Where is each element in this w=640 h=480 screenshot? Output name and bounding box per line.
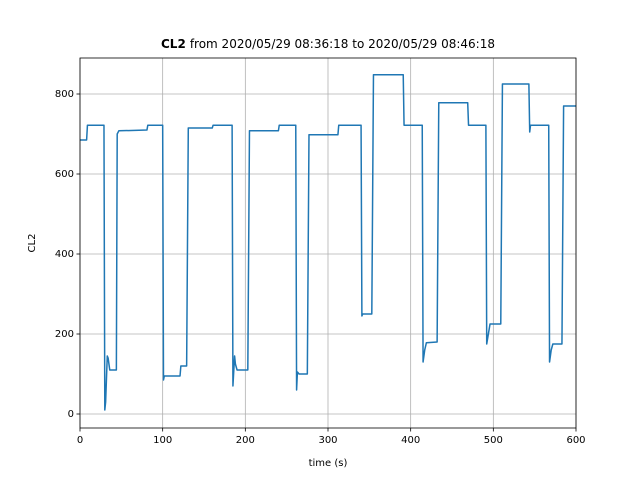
y-tick-label: 600 xyxy=(55,169,74,180)
y-tick-label: 0 xyxy=(68,409,74,420)
y-tick-label: 200 xyxy=(55,329,74,340)
x-tick-label: 600 xyxy=(566,435,585,446)
x-tick-label: 0 xyxy=(77,435,83,446)
title-bold: CL2 xyxy=(161,37,186,51)
x-tick-label: 200 xyxy=(236,435,255,446)
chart-title: CL2 from 2020/05/29 08:36:18 to 2020/05/2… xyxy=(161,37,495,51)
x-tick-label: 100 xyxy=(153,435,172,446)
x-axis-label: time (s) xyxy=(309,458,348,469)
x-tick-label: 500 xyxy=(484,435,503,446)
x-tick-label: 400 xyxy=(401,435,420,446)
y-tick-label: 800 xyxy=(55,89,74,100)
plot-frame xyxy=(79,57,577,429)
data-line xyxy=(80,74,576,411)
x-tick-label: 300 xyxy=(318,435,337,446)
title-rest: from 2020/05/29 08:36:18 to 2020/05/29 0… xyxy=(190,37,495,51)
y-axis-label: CL2 xyxy=(27,234,38,253)
y-tick-label: 400 xyxy=(55,249,74,260)
